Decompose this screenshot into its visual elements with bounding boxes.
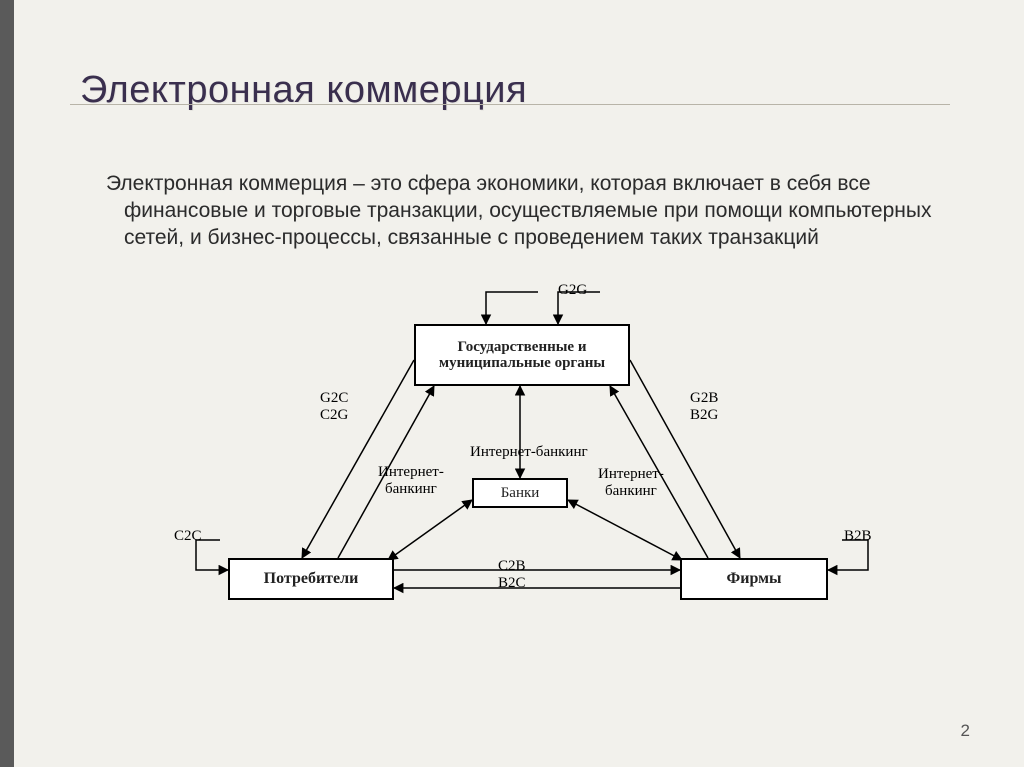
node-consumers: Потребители [228,558,394,600]
node-consumers-label: Потребители [236,570,386,588]
edge-label-c2c: C2C [174,528,202,545]
edge-bank-cons [388,500,472,560]
edge-label-ibank-right: Интернет- банкинг [598,466,664,501]
page-number: 2 [961,721,970,741]
slide-body-text: Электронная коммерция – это сфера эконом… [90,171,950,252]
node-firms-label: Фирмы [688,570,820,588]
edge-g2g-left [486,292,538,324]
edge-gov-firm-a [630,360,740,558]
node-firms: Фирмы [680,558,828,600]
edge-label-b2b: B2B [844,528,872,545]
slide-title: Электронная коммерция [80,69,527,112]
edge-label-c2b-b2c: C2B B2C [498,558,526,593]
edge-label-g2c-c2g: G2C C2G [320,390,348,425]
node-government: Государственные и муниципальные органы [414,324,630,386]
node-banks: Банки [472,478,568,508]
edge-label-ibank-mid: Интернет-банкинг [470,444,588,461]
edge-gov-cons-a [302,360,414,558]
slide: Электронная коммерция Электронная коммер… [0,0,1024,767]
edge-label-ibank-left: Интернет- банкинг [378,464,444,499]
node-government-label: Государственные и муниципальные органы [422,339,622,372]
edge-label-g2g: G2G [558,282,587,299]
title-underline [70,104,950,105]
edge-bank-firm [568,500,682,560]
node-banks-label: Банки [480,485,560,502]
edge-label-g2b-b2g: G2B B2G [690,390,718,425]
sidebar-accent [0,0,14,767]
ecommerce-diagram: Государственные и муниципальные органы Б… [180,278,880,658]
